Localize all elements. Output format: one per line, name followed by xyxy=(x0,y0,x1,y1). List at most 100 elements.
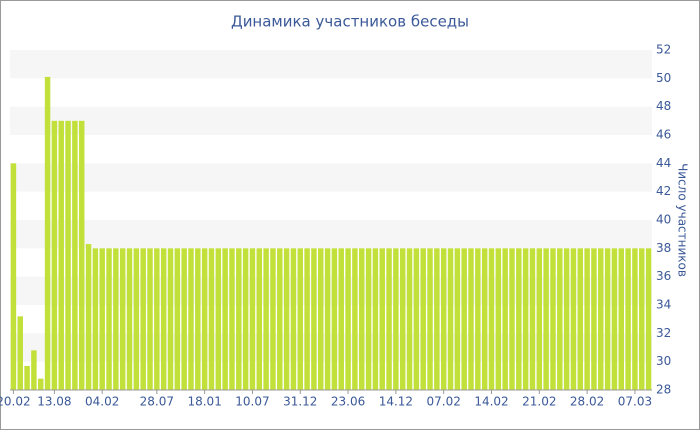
bar xyxy=(106,248,112,390)
bar xyxy=(126,248,133,390)
bar xyxy=(372,248,379,390)
bar xyxy=(215,248,222,390)
bar xyxy=(324,248,331,390)
bar xyxy=(92,248,99,390)
bar xyxy=(481,248,488,390)
y-tick-label: 48 xyxy=(656,99,671,113)
y-tick-label: 34 xyxy=(656,298,671,312)
bar xyxy=(386,248,392,390)
y-tick-label: 46 xyxy=(656,128,671,142)
bar xyxy=(359,248,365,390)
y-tick-label: 32 xyxy=(656,326,671,340)
y-tick-label: 38 xyxy=(656,241,671,255)
bar xyxy=(475,248,481,390)
bar xyxy=(51,120,58,390)
bar xyxy=(420,248,426,390)
bar xyxy=(557,248,563,390)
x-tick-label: 28.02 xyxy=(570,395,604,409)
x-tick-label: 13.08 xyxy=(37,395,71,409)
x-tick-label: 04.02 xyxy=(85,395,119,409)
bar xyxy=(78,120,85,390)
bar xyxy=(58,120,64,390)
bar xyxy=(31,350,37,390)
bar xyxy=(543,248,549,390)
bar xyxy=(256,248,263,390)
bar xyxy=(563,248,570,390)
bar xyxy=(283,248,290,390)
bar xyxy=(584,248,590,390)
bar xyxy=(345,248,351,390)
bar xyxy=(65,120,71,390)
x-tick-label: 31.12 xyxy=(283,395,317,409)
bar xyxy=(17,316,23,390)
bar xyxy=(488,248,495,390)
bar xyxy=(591,248,597,390)
y-tick-label: 40 xyxy=(656,213,671,227)
bar xyxy=(119,248,126,390)
bar xyxy=(195,248,201,390)
bar xyxy=(249,248,256,390)
bar xyxy=(208,248,215,390)
bar xyxy=(639,248,645,390)
bar xyxy=(522,248,529,390)
bar xyxy=(311,248,317,390)
bar xyxy=(413,248,420,390)
y-tick-label: 28 xyxy=(656,383,671,397)
bar xyxy=(509,248,515,390)
bar xyxy=(85,244,92,390)
bar xyxy=(160,248,167,390)
bar xyxy=(290,248,297,390)
bar xyxy=(454,248,461,390)
bar xyxy=(440,248,447,390)
bar xyxy=(529,248,536,390)
x-tick-label: 07.02 xyxy=(427,395,461,409)
bar xyxy=(263,248,269,390)
bar xyxy=(618,248,624,390)
bar xyxy=(427,248,433,390)
bar xyxy=(570,248,577,390)
bar xyxy=(461,248,467,390)
bar xyxy=(577,248,584,390)
bar xyxy=(167,248,174,390)
bar xyxy=(201,248,208,390)
x-tick-label: 14.02 xyxy=(474,395,508,409)
bar xyxy=(406,248,413,390)
bar xyxy=(625,248,631,390)
bar xyxy=(393,248,399,390)
bar xyxy=(133,248,140,390)
grid-band xyxy=(10,106,652,135)
bar xyxy=(536,248,543,390)
grid-band xyxy=(10,50,652,79)
bar xyxy=(338,248,344,390)
bar xyxy=(174,248,181,390)
y-tick-label: 50 xyxy=(656,71,671,85)
y-axis-label: Число участников xyxy=(676,163,690,277)
bar xyxy=(270,248,276,390)
x-tick-label: 28.07 xyxy=(140,395,174,409)
bar xyxy=(44,76,51,391)
bar xyxy=(379,248,385,390)
bar xyxy=(297,248,303,390)
bar xyxy=(468,248,474,390)
bar xyxy=(113,248,119,390)
grid-band xyxy=(10,220,652,249)
bar xyxy=(154,248,160,390)
bar xyxy=(277,248,283,390)
grid-band xyxy=(10,163,652,192)
bar xyxy=(516,248,522,390)
bar xyxy=(502,248,508,390)
y-tick-label: 42 xyxy=(656,184,671,198)
y-tick-label: 44 xyxy=(656,156,671,170)
bar xyxy=(188,248,194,390)
bar xyxy=(318,248,324,390)
bar xyxy=(10,163,17,390)
bar xyxy=(604,248,611,390)
bar xyxy=(181,248,187,390)
bar xyxy=(72,120,78,390)
x-tick-label: 21.02 xyxy=(522,395,556,409)
y-tick-label: 52 xyxy=(656,43,671,57)
x-tick-label: 07.03 xyxy=(618,395,652,409)
bar xyxy=(598,248,604,390)
bar xyxy=(365,248,372,390)
